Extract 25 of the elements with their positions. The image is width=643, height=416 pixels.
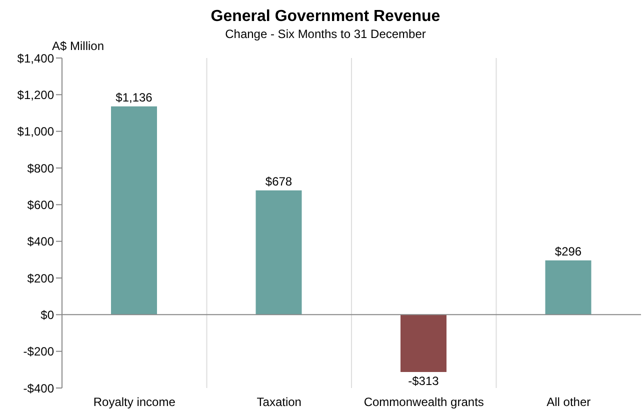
x-tick-label: Taxation bbox=[256, 395, 302, 409]
bar bbox=[256, 190, 302, 315]
y-tick-label: $600 bbox=[27, 198, 54, 212]
chart-subtitle: Change - Six Months to 31 December bbox=[225, 27, 426, 41]
y-tick-label: $1,000 bbox=[17, 124, 54, 139]
y-tick-label: $0 bbox=[40, 308, 54, 322]
x-tick-label: Royalty income bbox=[93, 395, 176, 409]
bar bbox=[400, 314, 446, 372]
y-tick-label: $800 bbox=[27, 161, 54, 176]
y-tick-label: -$400 bbox=[23, 381, 54, 396]
bar bbox=[545, 260, 592, 315]
data-label: $296 bbox=[554, 244, 582, 258]
bar bbox=[111, 106, 157, 315]
y-tick-label: $1,200 bbox=[17, 88, 54, 102]
data-label: $678 bbox=[265, 174, 292, 188]
y-tick-label: $400 bbox=[27, 234, 54, 249]
y-axis-title: A$ Million bbox=[52, 39, 104, 53]
y-tick-label: -$200 bbox=[23, 344, 54, 359]
x-tick-label: All other bbox=[546, 395, 591, 409]
data-label: -$313 bbox=[408, 374, 440, 388]
x-tick-label: Commonwealth grants bbox=[364, 395, 484, 409]
y-tick-label: $1,400 bbox=[17, 51, 54, 66]
chart-title: General Government Revenue bbox=[210, 8, 442, 26]
y-tick-label: $200 bbox=[27, 271, 54, 286]
data-label: $1,136 bbox=[116, 90, 153, 104]
